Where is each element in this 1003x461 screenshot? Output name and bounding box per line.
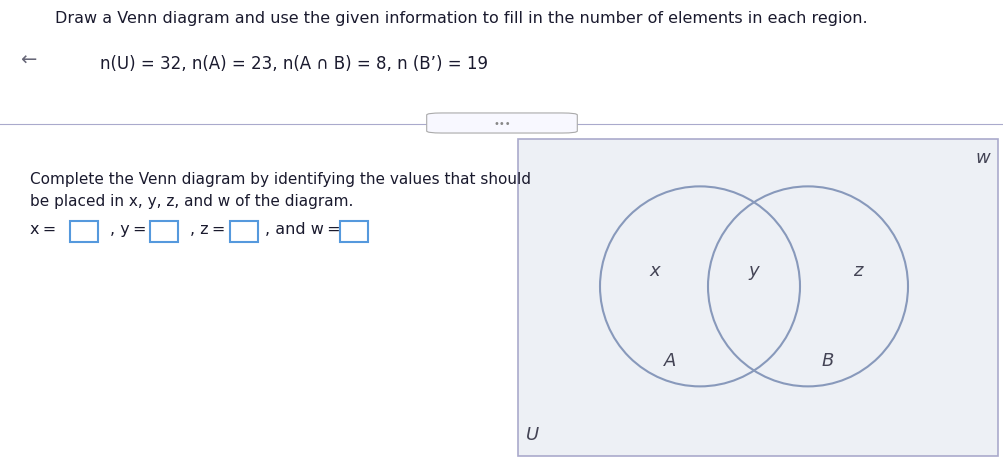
Text: be placed in x, y, z, and w of the diagram.: be placed in x, y, z, and w of the diagr…: [30, 194, 353, 208]
Text: , and w =: , and w =: [265, 222, 344, 237]
Text: B: B: [821, 352, 833, 370]
Text: •••: •••: [492, 118, 511, 129]
FancyBboxPatch shape: [518, 139, 997, 456]
FancyBboxPatch shape: [70, 220, 98, 242]
Text: n(U) = 32, n(A) = 23, n(A ∩ B) = 8, n (B’) = 19: n(U) = 32, n(A) = 23, n(A ∩ B) = 8, n (B…: [100, 55, 487, 73]
Text: Draw a Venn diagram and use the given information to fill in the number of eleme: Draw a Venn diagram and use the given in…: [55, 11, 867, 26]
Text: A: A: [663, 352, 675, 370]
FancyBboxPatch shape: [426, 113, 577, 133]
FancyBboxPatch shape: [149, 220, 178, 242]
Text: y: y: [748, 262, 758, 280]
Text: z: z: [853, 262, 862, 280]
Text: U: U: [526, 426, 539, 444]
Text: ←: ←: [20, 51, 36, 70]
Text: , z =: , z =: [190, 222, 229, 237]
FancyBboxPatch shape: [230, 220, 258, 242]
Text: x =: x =: [30, 222, 59, 237]
FancyBboxPatch shape: [340, 220, 368, 242]
Text: x: x: [649, 262, 660, 280]
Text: Complete the Venn diagram by identifying the values that should: Complete the Venn diagram by identifying…: [30, 171, 531, 187]
Text: , y =: , y =: [110, 222, 149, 237]
Text: w: w: [974, 148, 989, 167]
